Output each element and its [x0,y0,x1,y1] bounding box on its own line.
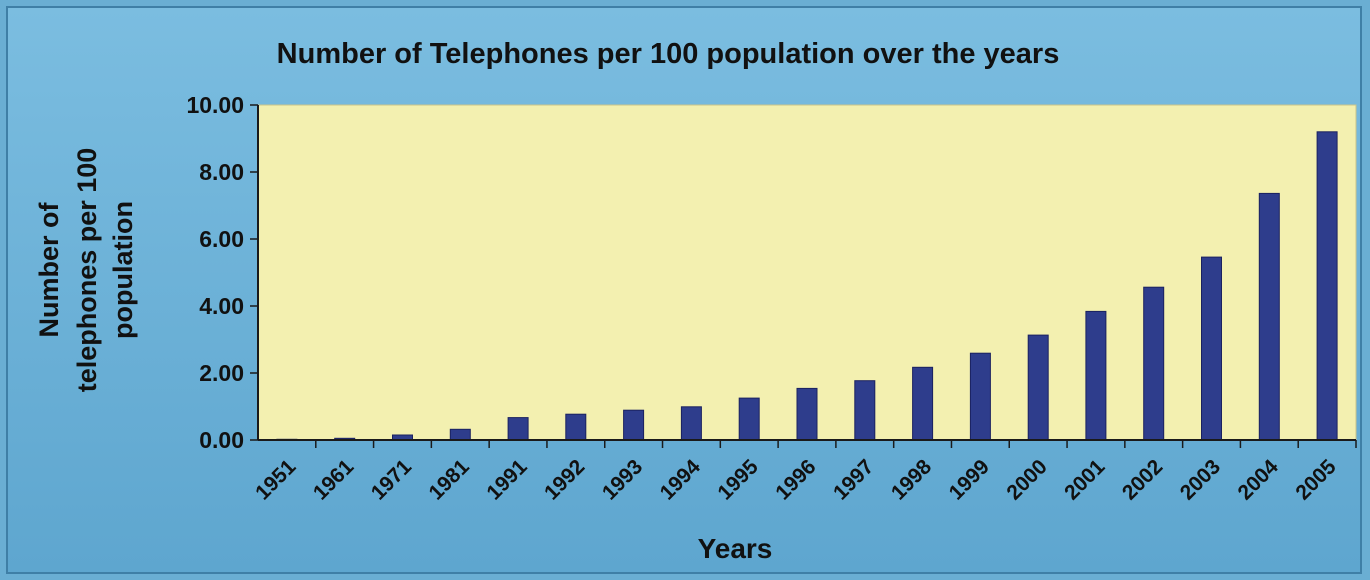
y-tick-label-0.00: 0.00 [199,427,244,453]
x-tick-label-1991: 1991 [482,455,532,505]
bar-2003 [1201,256,1222,441]
x-tick-label-2001: 2001 [1060,455,1110,505]
bar-2000 [1027,334,1049,441]
y-tick-label-6.00: 6.00 [199,226,244,252]
y-axis-label-line-1: Number of [34,201,64,337]
x-tick-label-2000: 2000 [1002,455,1051,504]
bar-2005 [1316,131,1338,441]
bar-2001 [1085,310,1107,441]
bar-1998 [912,366,934,441]
x-tick-label-1993: 1993 [598,455,647,504]
bar-1992 [565,413,587,441]
bar-1995 [738,397,760,441]
bar-2004 [1258,192,1280,441]
x-tick-label-1995: 1995 [713,455,763,505]
y-axis-ticks: 0.00 2.00 4.00 6.00 8.00 10.00 [186,92,258,453]
x-tick-label-1971: 1971 [367,455,417,505]
bar-1999 [969,352,991,441]
x-tick-label-2003: 2003 [1176,455,1225,504]
y-tick-label-8.00: 8.00 [199,159,244,185]
y-axis-label-line-3: population [108,201,138,339]
bar-1997 [854,380,876,441]
x-tick-label-1997: 1997 [829,455,878,504]
y-tick-label-4.00: 4.00 [199,293,244,319]
y-tick-label-2.00: 2.00 [199,360,244,386]
x-tick-label-2002: 2002 [1118,455,1167,504]
y-tick-label-10.00: 10.00 [186,92,244,118]
chart-title: Number of Telephones per 100 population … [277,38,1060,70]
x-tick-label-2004: 2004 [1234,455,1284,505]
bar-1993 [623,409,645,441]
x-tick-label-1999: 1999 [945,455,994,504]
x-tick-label-2005: 2005 [1291,455,1341,505]
y-axis-label-line-2: telephones per 100 [72,148,102,393]
x-tick-label-1981: 1981 [425,455,475,505]
bar-1994 [680,406,702,441]
x-tick-label-1951: 1951 [251,455,301,505]
x-tick-label-1994: 1994 [656,455,706,505]
bar-1996 [796,387,818,441]
x-axis-ticks: 1951 1961 1971 1981 1991 1992 1993 1994 1995 1996… [251,440,1357,505]
x-tick-label-1992: 1992 [540,455,589,504]
x-tick-label-1996: 1996 [771,455,820,504]
x-axis-label: Years [698,533,773,564]
bar-1991 [507,417,529,441]
plot-area [257,104,1357,441]
bar-1981 [449,428,471,441]
x-tick-label-1998: 1998 [887,455,937,505]
x-tick-label-1961: 1961 [309,455,359,505]
bar-2002 [1143,286,1165,441]
